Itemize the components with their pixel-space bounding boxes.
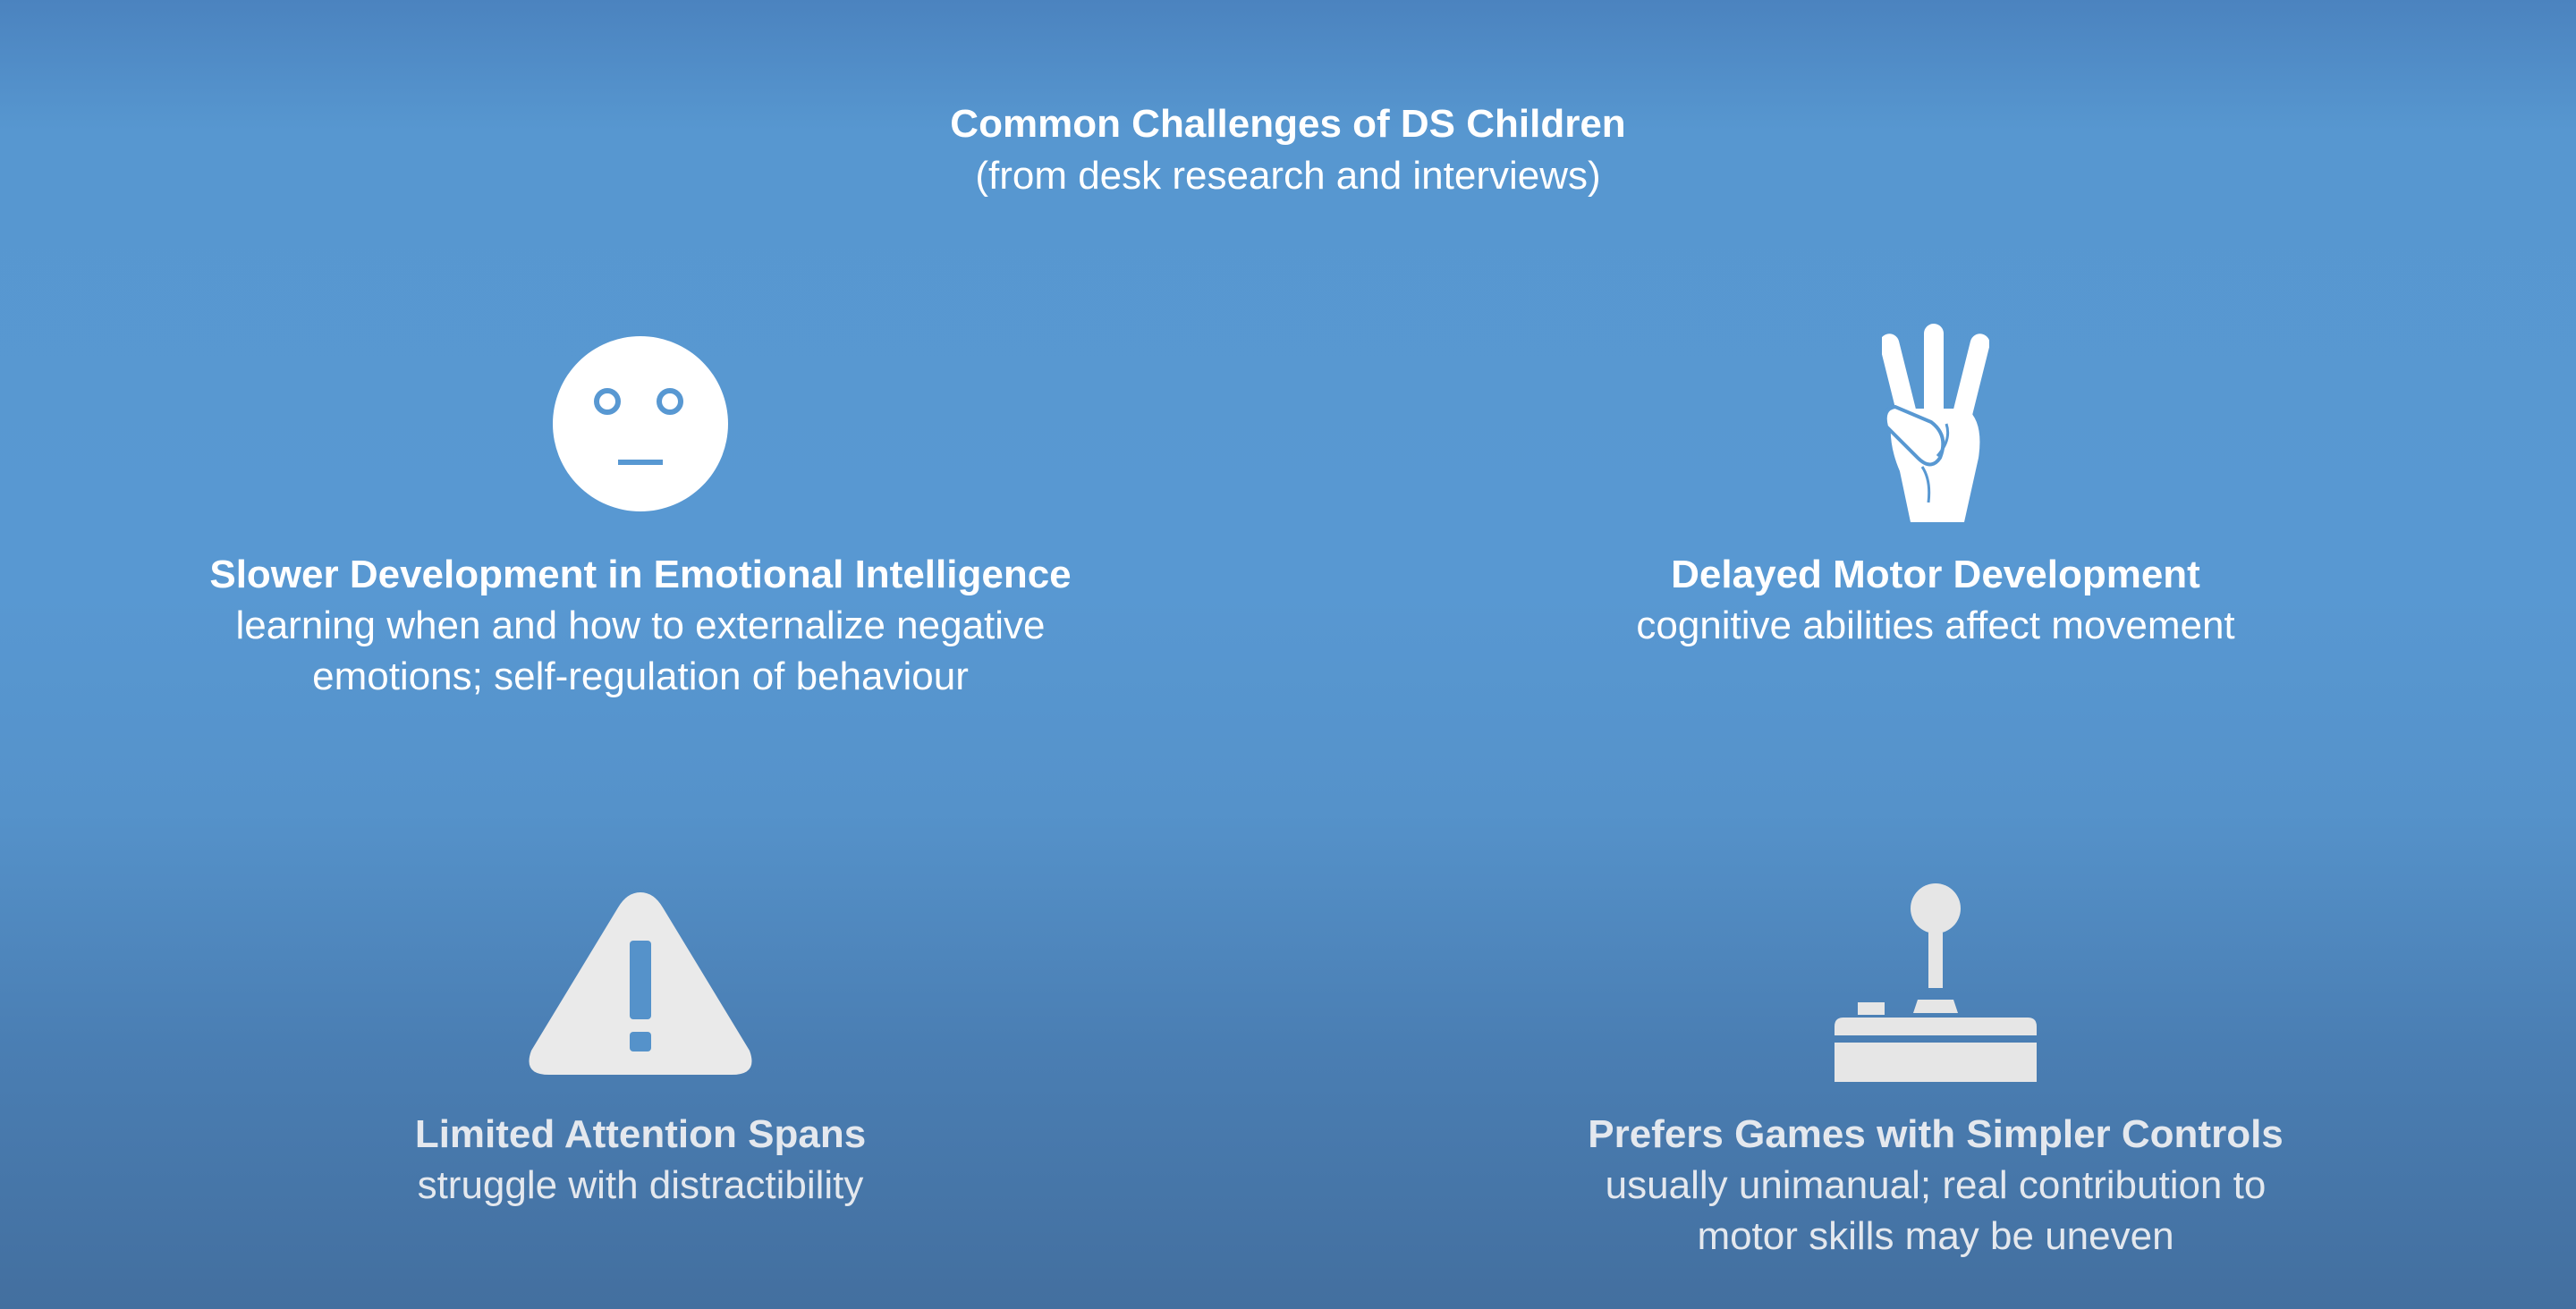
challenge-card-simpler-controls: Prefers Games with Simpler Controls usua… — [1444, 883, 2428, 1262]
card-description-line: learning when and how to externalize neg… — [235, 604, 1046, 647]
card-title: Limited Attention Spans — [414, 1112, 867, 1156]
slide-title: Common Challenges of DS Children — [950, 102, 1626, 146]
slide-subtitle: (from desk research and interviews) — [975, 154, 1601, 198]
joystick-icon — [1835, 883, 2037, 1082]
card-description-line: motor skills may be uneven — [1697, 1214, 2174, 1258]
card-description-line: usually unimanual; real contribution to — [1605, 1163, 2267, 1207]
card-description-line: emotions; self-regulation of behaviour — [312, 654, 969, 698]
slide-header: Common Challenges of DS Children (from d… — [0, 98, 2576, 202]
card-description-line: struggle with distractibility — [417, 1163, 864, 1207]
challenge-card-emotional-intelligence: Slower Development in Emotional Intellig… — [148, 325, 1132, 702]
challenge-card-attention-spans: Limited Attention Spans struggle with di… — [148, 885, 1132, 1211]
warning-triangle-icon — [529, 892, 752, 1075]
three-fingers-hand-icon — [1882, 323, 1989, 522]
neutral-face-icon — [553, 336, 728, 511]
card-title: Slower Development in Emotional Intellig… — [209, 553, 1072, 596]
challenge-card-motor-development: Delayed Motor Development cognitive abil… — [1444, 323, 2428, 651]
card-title: Prefers Games with Simpler Controls — [1588, 1112, 2284, 1156]
card-title: Delayed Motor Development — [1671, 553, 2200, 596]
card-description-line: cognitive abilities affect movement — [1636, 604, 2235, 647]
